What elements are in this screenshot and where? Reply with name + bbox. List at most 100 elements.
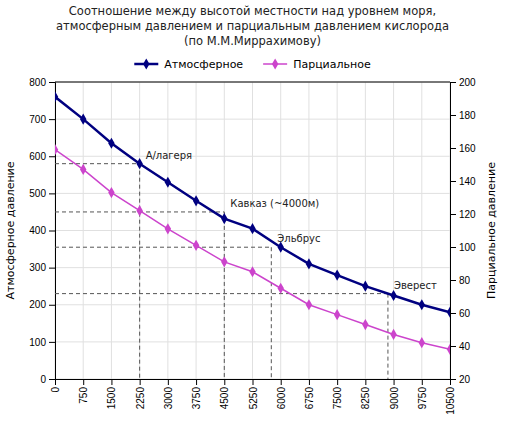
tick-mark: [224, 379, 225, 385]
y2-axis-tick: 80: [450, 275, 471, 286]
tick-mark: [49, 305, 55, 306]
title: (по М.М.Миррахимову): [184, 34, 321, 48]
annotation: А/лагеря: [146, 150, 193, 161]
tick-mark: [450, 181, 456, 182]
grid-line: [365, 82, 366, 379]
x-axis-tick: 3000: [163, 379, 174, 409]
y-axis-tick: 700: [29, 114, 55, 125]
y-axis-tick: 100: [29, 337, 55, 348]
tick-label: 4500: [219, 387, 230, 410]
tick-label: 700: [29, 114, 46, 125]
annotation-line: [271, 247, 272, 379]
y-axis-tick: 800: [29, 77, 55, 88]
plot: 0 750 1500 2250 3000 3750 4500 5250 6000 6750 7500…: [29, 77, 476, 415]
tick-label: 300: [29, 262, 46, 273]
tick-mark: [337, 379, 338, 385]
tick-mark: [450, 280, 456, 281]
y-axis-line: [49, 83, 56, 380]
y2-axis-tick: 180: [450, 110, 476, 121]
marker: [419, 299, 425, 310]
y2-axis-tick: 20: [450, 374, 471, 385]
tick-label: 80: [459, 275, 471, 286]
x-axis-tick: 8250: [360, 379, 371, 409]
tick-mark: [365, 379, 366, 385]
tick-mark: [49, 342, 55, 343]
tick-mark: [450, 313, 456, 314]
marks: [55, 91, 450, 379]
y-axis-tick: 200: [29, 299, 55, 310]
grid-line: [421, 82, 422, 379]
y2-axis-tick: 40: [450, 341, 471, 352]
tick-label: 5250: [248, 387, 259, 410]
tick-label: 800: [29, 77, 46, 88]
marker: [249, 223, 255, 234]
tick-label: 200: [459, 77, 476, 88]
marker: [306, 299, 312, 310]
tick-label: 100: [29, 337, 46, 348]
y2-axis-tick: 160: [450, 143, 476, 154]
tick-label: 100: [459, 242, 476, 253]
marker: [55, 91, 58, 102]
annotation-line: [55, 293, 388, 294]
legend-item: Атмосферное: [134, 58, 243, 71]
x-axis-tick: 10500: [445, 379, 456, 415]
tick-mark: [49, 193, 55, 194]
grid-line: [111, 82, 112, 379]
marker: [447, 344, 450, 355]
marker: [193, 240, 199, 251]
x-axis-tick: 6000: [276, 379, 287, 409]
marker: [108, 138, 114, 149]
tick-mark: [281, 379, 282, 385]
tick-mark: [450, 82, 456, 83]
x-axis-tick: 9000: [389, 379, 400, 409]
y-axis-tick: 500: [29, 188, 55, 199]
annotation-line: [224, 212, 225, 379]
grid-line: [280, 82, 281, 379]
marker: [221, 256, 227, 267]
y-axis-title: Атмосферное давление: [4, 161, 17, 299]
tick-label: 750: [78, 387, 89, 404]
marker: [277, 283, 283, 294]
marker: [136, 205, 142, 216]
tick-label: 140: [459, 176, 476, 187]
grid: [55, 82, 450, 379]
tick-label: 600: [29, 151, 46, 162]
marker: [221, 213, 227, 224]
legend-label: Парциальное: [293, 58, 371, 71]
tick-mark: [49, 379, 55, 380]
x-axis-tick: 3750: [191, 379, 202, 409]
annotation: Эльбрус: [277, 233, 320, 244]
x-axis-tick: 2250: [135, 379, 146, 409]
y-axis-tick: 600: [29, 151, 55, 162]
grid-line: [196, 82, 197, 379]
grid-line: [55, 82, 450, 83]
tick-mark: [422, 379, 423, 385]
tick-mark: [450, 379, 456, 380]
marker: [249, 266, 255, 277]
y-axis-tick: 300: [29, 262, 55, 273]
tick-label: 3750: [191, 387, 202, 410]
y-axis: 0100200300400500600700800: [29, 77, 55, 385]
tick-mark: [450, 346, 456, 347]
y-axis-tick: 0: [40, 374, 55, 385]
tick-mark: [450, 247, 456, 248]
legend: Атмосферное Парциальное: [134, 58, 371, 71]
tick-mark: [49, 82, 55, 83]
tick-mark: [49, 231, 55, 232]
annotation-line: [55, 163, 140, 164]
tick-label: 8250: [360, 387, 371, 410]
tick-mark: [450, 115, 456, 116]
tick-mark: [49, 268, 55, 269]
series-line: [55, 97, 450, 312]
x-axis-tick: 1500: [106, 379, 117, 409]
tick-label: 6000: [276, 387, 287, 410]
tick-label: 9000: [389, 387, 400, 410]
tick-label: 60: [459, 308, 471, 319]
frame: [55, 82, 450, 83]
x-axis-tick: 6750: [304, 379, 315, 409]
title: атмосферным давлением и парциальным давл…: [56, 19, 449, 33]
x-axis-tick: 7500: [332, 379, 343, 409]
tick-label: 20: [459, 374, 471, 385]
x-axis-tick: 9750: [417, 379, 428, 409]
y2-axis-tick: 100: [450, 242, 476, 253]
